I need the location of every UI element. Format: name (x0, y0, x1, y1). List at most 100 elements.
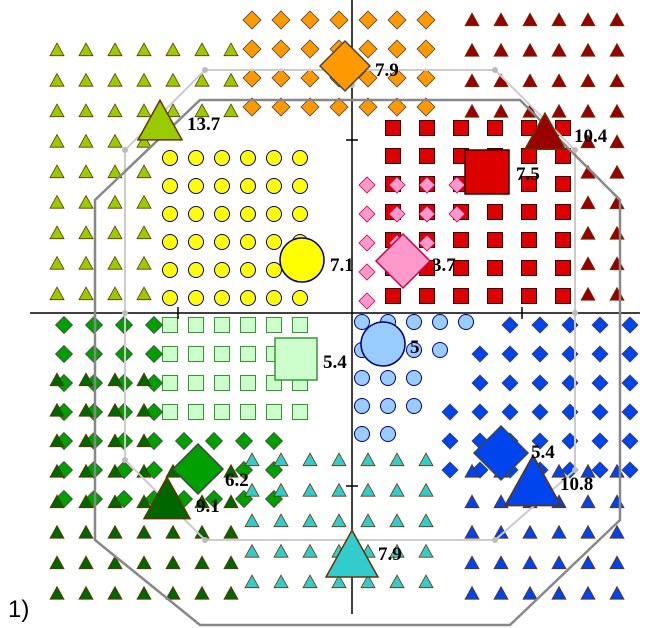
darkred-triangle-marker (464, 12, 480, 27)
green-diamonds-value-label: 6.2 (225, 470, 249, 491)
lightblue-circle-marker (406, 370, 422, 386)
teal-triangle-marker (244, 574, 260, 589)
blue-triangle-marker (580, 494, 596, 509)
teal-triangle-marker (360, 482, 376, 497)
olive-triangle-marker (136, 286, 152, 301)
blue-triangles-center (503, 453, 563, 507)
olive-triangle-marker (49, 286, 65, 301)
darkgreen-triangle-marker (165, 524, 181, 539)
blue-diamond-marker (591, 461, 609, 479)
blue-diamond-marker (591, 403, 609, 421)
yellow-circle-marker (240, 178, 256, 194)
outline-vertex (202, 537, 208, 543)
olive-triangle-marker (136, 42, 152, 57)
olive-triangle-marker (78, 225, 94, 240)
darkred-triangle-marker (551, 73, 567, 88)
teal-triangle-marker (418, 513, 434, 528)
pink-diamond-marker (388, 176, 406, 194)
olive-triangles-center (136, 98, 184, 141)
pink-diamond-marker (448, 176, 466, 194)
blue-triangle-marker (522, 585, 538, 600)
darkred-triangle-marker (464, 42, 480, 57)
olive-triangle-marker (136, 133, 152, 148)
darkred-triangle-marker (522, 73, 538, 88)
darkred-triangle-marker (464, 73, 480, 88)
yellow-circle-marker (266, 262, 282, 278)
orange-diamond-marker (271, 39, 291, 59)
darkred-triangle-marker (551, 12, 567, 27)
blue-diamond-marker (591, 316, 609, 334)
olive-triangle-marker (136, 194, 152, 209)
olive-triangle-marker (78, 42, 94, 57)
lightblue-circle-marker (354, 314, 370, 330)
teal-triangle-marker (418, 574, 434, 589)
orange-diamond-marker (358, 10, 378, 30)
pink-diamonds-value-label: 3.7 (432, 255, 456, 276)
yellow-circle-marker (214, 150, 230, 166)
olive-triangle-marker (49, 225, 65, 240)
blue-triangle-marker (609, 463, 625, 478)
darkgreen-triangle-marker (78, 433, 94, 448)
palegreen-square-marker (292, 317, 308, 333)
darkgreen-triangle-marker (223, 463, 239, 478)
darkgreen-triangle-marker (107, 494, 123, 509)
teal-triangle-marker (273, 543, 289, 558)
pink-diamond-marker (358, 263, 376, 281)
red-square-marker (487, 260, 503, 276)
darkgreen-triangle-marker (78, 494, 94, 509)
darkgreen-triangle-marker (136, 433, 152, 448)
green-diamond-marker (54, 344, 74, 364)
olive-triangle-marker (194, 72, 210, 87)
olive-triangle-marker (78, 164, 94, 179)
olive-triangle-marker (78, 133, 94, 148)
olive-triangle-marker (107, 225, 123, 240)
teal-triangle-marker (302, 574, 318, 589)
red-square-marker (555, 176, 571, 192)
teal-triangles-value-label: 7.9 (378, 544, 402, 565)
teal-triangle-marker (302, 482, 318, 497)
orange-diamond-marker (242, 68, 262, 88)
teal-triangle-marker (418, 482, 434, 497)
orange-diamond-marker (416, 68, 436, 88)
blue-diamond-marker (621, 345, 639, 363)
panel-label: 1) (8, 596, 29, 623)
darkgreen-triangle-marker (49, 372, 65, 387)
orange-diamond-marker (358, 39, 378, 59)
blue-diamonds-center (472, 424, 530, 482)
olive-triangle-marker (78, 255, 94, 270)
blue-diamond-marker (501, 403, 519, 421)
orange-diamonds-center (318, 39, 372, 93)
darkgreen-triangle-marker (107, 463, 123, 478)
red-square-marker (453, 288, 469, 304)
darkgreen-triangle-marker (49, 463, 65, 478)
palegreen-square-marker (214, 317, 230, 333)
red-square-marker (487, 232, 503, 248)
orange-diamond-marker (387, 68, 407, 88)
red-square-marker (385, 288, 401, 304)
darkgreen-triangle-marker (136, 524, 152, 539)
yellow-circle-marker (162, 234, 178, 250)
darkgreen-triangles-center (142, 475, 192, 520)
orange-diamond-marker (358, 97, 378, 117)
teal-triangle-marker (360, 452, 376, 467)
teal-triangle-marker (418, 543, 434, 558)
palegreen-square-marker (162, 317, 178, 333)
outline-vertex (202, 67, 208, 73)
yellow-circle-marker (214, 290, 230, 306)
olive-triangle-marker (223, 72, 239, 87)
yellow-circle-marker (214, 206, 230, 222)
green-diamond-marker (204, 489, 224, 509)
lightblue-circle-marker (354, 426, 370, 442)
orange-diamond-marker (329, 97, 349, 117)
darkred-triangle-marker (522, 12, 538, 27)
palegreen-squares-value-label: 5.4 (323, 352, 347, 373)
palegreen-square-marker (266, 404, 282, 420)
yellow-circle-marker (292, 178, 308, 194)
olive-triangle-marker (49, 103, 65, 118)
red-square-marker (385, 120, 401, 136)
darkred-triangle-marker (609, 134, 625, 149)
teal-triangle-marker (389, 452, 405, 467)
axes (30, 0, 640, 614)
orange-diamond-marker (300, 68, 320, 88)
blue-diamond-marker (591, 345, 609, 363)
